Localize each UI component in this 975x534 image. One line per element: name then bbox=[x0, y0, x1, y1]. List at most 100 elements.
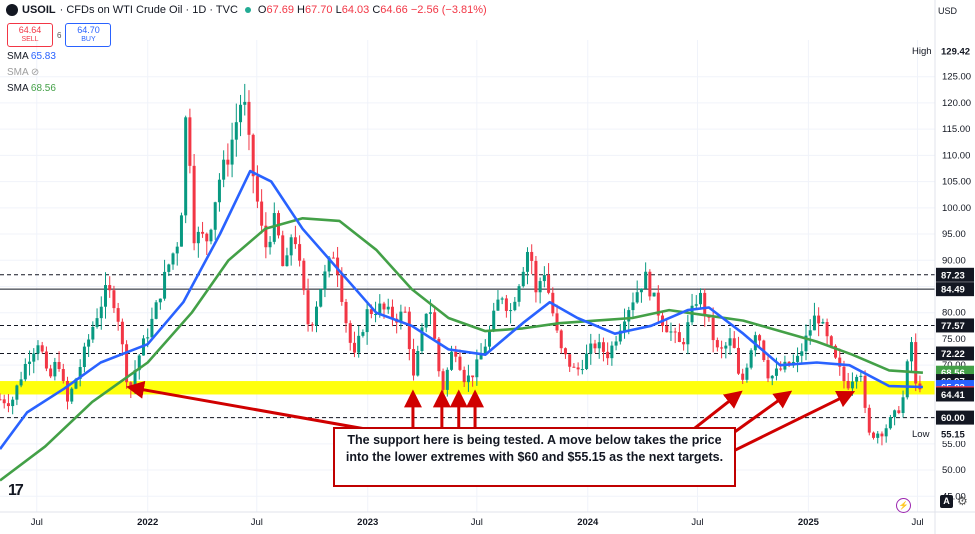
price-label-value: 60.00 bbox=[941, 413, 965, 424]
price-label-box bbox=[936, 346, 974, 361]
candle-body bbox=[568, 354, 572, 367]
candle-body bbox=[175, 246, 179, 254]
candle-body bbox=[428, 312, 432, 314]
candle-body bbox=[314, 306, 318, 326]
y-tick-label: 45.00 bbox=[942, 491, 966, 502]
candle-body bbox=[239, 104, 243, 123]
candle-body bbox=[834, 345, 838, 358]
candle-body bbox=[66, 380, 70, 402]
candle-body bbox=[99, 306, 103, 319]
candle-body bbox=[606, 351, 610, 359]
candle-body bbox=[399, 311, 403, 323]
indicator-sma-hidden[interactable]: SMA ⊘ bbox=[7, 67, 40, 78]
candle-body bbox=[703, 292, 707, 315]
time-axis: Jul 2022 Jul 2023 Jul 2024 Jul 2025 Jul bbox=[0, 511, 975, 528]
x-tick-label: Jul bbox=[31, 517, 43, 528]
candle-body bbox=[74, 378, 78, 389]
candle-body bbox=[386, 306, 390, 310]
candle-body bbox=[698, 292, 702, 305]
candle-body bbox=[445, 369, 449, 390]
candle-body bbox=[230, 139, 234, 165]
price-label-value: 55.15 bbox=[941, 430, 965, 441]
candle-body bbox=[454, 351, 458, 357]
candle-body bbox=[796, 355, 800, 362]
candle-body bbox=[382, 303, 386, 310]
candle-body bbox=[82, 346, 86, 368]
support-zone-rect bbox=[0, 381, 935, 395]
price-label-box bbox=[936, 318, 974, 333]
candle-body bbox=[226, 159, 230, 165]
indicator-sma-slow[interactable]: SMA 68.56 bbox=[7, 83, 56, 94]
price-label-box bbox=[936, 267, 974, 282]
candle-body bbox=[352, 342, 356, 353]
candle-body bbox=[715, 340, 719, 348]
candle-body bbox=[504, 298, 508, 311]
y-tick-label: 125.00 bbox=[942, 72, 971, 83]
candle-body bbox=[205, 233, 209, 242]
price-label-caption: Low bbox=[912, 429, 930, 440]
eye-off-icon[interactable]: ⊘ bbox=[30, 67, 40, 78]
y-tick-label: 100.00 bbox=[942, 203, 971, 214]
candle-body bbox=[665, 325, 669, 333]
y-tick-label: 50.00 bbox=[942, 465, 966, 476]
candle-body bbox=[736, 347, 740, 374]
candle-body bbox=[563, 348, 567, 355]
candle-body bbox=[201, 231, 205, 234]
candle-body bbox=[163, 271, 167, 299]
candle-body bbox=[538, 281, 542, 293]
candle-body bbox=[496, 299, 500, 311]
price-label-value: 72.22 bbox=[941, 349, 965, 360]
candle-body bbox=[374, 314, 378, 316]
price-change: −2.56 (−3.81%) bbox=[410, 4, 487, 16]
symbol-name[interactable]: USOIL bbox=[22, 4, 56, 16]
x-tick-label: 2023 bbox=[357, 517, 378, 528]
candle-body bbox=[669, 331, 673, 333]
candle-body bbox=[859, 375, 863, 377]
candle-body bbox=[817, 315, 821, 324]
settings-gear-icon[interactable]: ⚙ bbox=[957, 494, 968, 508]
sell-button[interactable]: 64.64 SELL bbox=[7, 23, 53, 47]
price-label-box bbox=[936, 410, 974, 425]
candle-body bbox=[306, 290, 310, 325]
candle-body bbox=[365, 309, 369, 333]
candle-body bbox=[897, 410, 901, 414]
candle-body bbox=[876, 433, 880, 438]
candle-body bbox=[11, 399, 15, 407]
candle-body bbox=[255, 176, 259, 202]
candle-body bbox=[154, 302, 158, 319]
candle-body bbox=[888, 417, 892, 429]
candle-body bbox=[812, 315, 816, 331]
x-tick-label: Jul bbox=[911, 517, 923, 528]
price-label-value: 68.56 bbox=[941, 368, 965, 379]
candle-body bbox=[319, 289, 323, 307]
candle-body bbox=[133, 370, 137, 388]
candle-body bbox=[310, 324, 314, 326]
price-axis: 45.0050.0055.0060.0065.0070.0075.0080.00… bbox=[912, 0, 974, 534]
x-tick-label: Jul bbox=[471, 517, 483, 528]
candle-body bbox=[483, 346, 487, 354]
candle-body bbox=[825, 322, 829, 337]
alert-bolt-icon[interactable]: ⚡ bbox=[896, 498, 911, 513]
symbol-description: · CFDs on WTI Crude Oil · 1D · TVC bbox=[59, 4, 238, 16]
currency-label[interactable]: USD bbox=[937, 6, 957, 16]
candle-body bbox=[466, 375, 470, 383]
candle-body bbox=[289, 237, 293, 256]
candle-body bbox=[555, 313, 559, 331]
buy-button[interactable]: 64.70 BUY bbox=[65, 23, 112, 47]
candle-body bbox=[686, 322, 690, 345]
y-tick-label: 80.00 bbox=[942, 308, 966, 319]
candle-body bbox=[91, 326, 95, 340]
price-label-box bbox=[936, 387, 974, 402]
candle-body bbox=[758, 335, 762, 341]
candle-body bbox=[850, 381, 854, 389]
candle-body bbox=[627, 310, 631, 322]
indicator-sma-fast[interactable]: SMA 65.83 bbox=[7, 51, 56, 62]
auto-scale-icon[interactable]: A bbox=[940, 495, 953, 508]
candle-body bbox=[150, 318, 154, 338]
candle-body bbox=[420, 327, 424, 352]
candle-body bbox=[433, 312, 437, 339]
y-tick-label: 55.00 bbox=[942, 439, 966, 450]
candle-body bbox=[462, 369, 466, 383]
candle-body bbox=[458, 356, 462, 370]
candle-body bbox=[40, 345, 44, 352]
